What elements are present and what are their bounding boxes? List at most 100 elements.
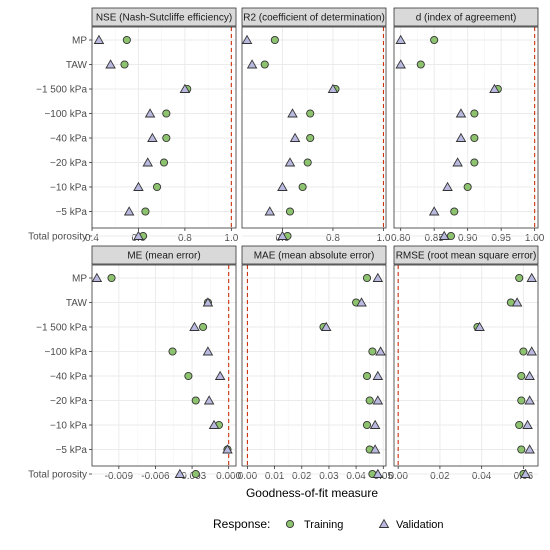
category-label: MP [72,274,87,285]
training-point [470,109,479,118]
legend-validation-label: Validation [396,519,444,531]
validation-point [287,108,298,118]
training-point [470,158,479,167]
validation-point [91,272,103,282]
panel-r2: R2 (coefficient of determination)0.60.81… [241,7,391,244]
training-point [306,133,315,143]
validation-point [438,230,450,240]
validation-point [142,157,154,167]
validation-point [489,83,500,93]
panel-border [241,264,387,467]
validation-point [208,419,220,429]
validation-point [133,181,144,191]
training-point [191,469,200,479]
x-tick-label: 0.000 [216,471,241,482]
panel-background [242,27,386,228]
category-label: −100 kPa [44,109,87,120]
panel-background [394,27,538,228]
training-point [470,133,479,143]
legend-title: Response: [213,517,270,531]
panel-title: NSE (Nash-Sutcliffe efficiency) [96,13,232,24]
category-label: −20 kPa [50,396,87,407]
panel-background [394,265,538,466]
category-label: TAW [66,60,88,71]
validation-point [511,297,523,307]
x-tick-label: 0.05 [374,471,394,482]
category-label: −5 kPa [56,445,88,456]
panel-strip [393,245,539,265]
validation-point [524,395,535,405]
x-tick-label: 0.85 [424,233,444,244]
training-point [362,420,372,430]
validation-point [105,59,116,69]
validation-point [369,419,381,429]
panel-strip [393,7,539,27]
training-point [260,60,269,69]
validation-point [147,132,158,142]
category-label: −10 kPa [50,183,87,194]
validation-point [284,157,296,167]
validation-point [123,206,135,216]
category-label: −10 kPa [50,421,87,432]
category-label: −1 500 kPa [36,323,87,334]
training-point [450,207,459,216]
validation-point [214,370,226,380]
panel-title: RMSE (root mean square error) [396,251,537,262]
validation-point [442,181,453,191]
category-label: MP [72,36,87,47]
legend: Response: Training Validation [213,517,444,531]
validation-point [202,297,214,307]
x-tick-label: 0.04 [472,471,492,482]
validation-point [455,132,467,142]
validation-point [264,206,276,216]
validation-point [93,34,105,44]
panel-background [92,265,236,466]
training-point [184,371,193,381]
validation-point [474,321,485,331]
validation-point [524,370,535,380]
validation-point [289,132,301,142]
training-point [107,273,116,283]
x-tick-label: 0.02 [292,471,312,482]
training-point [515,273,524,283]
validation-point [375,346,386,356]
validation-point [526,272,538,282]
validation-point [144,108,156,118]
training-point [168,347,177,356]
panels-layer: NSE (Nash-Sutcliffe efficiency)0.40.60.8… [28,7,545,482]
validation-point [428,206,440,216]
validation-point [372,272,384,282]
category-label: Total porosity [28,232,87,243]
x-tick-label: 0.01 [265,471,285,482]
validation-point [395,34,406,44]
validation-point [277,230,288,240]
training-point [519,347,528,356]
x-tick-label: -0.006 [141,471,170,482]
panel-background [92,27,236,228]
training-point [270,35,279,45]
validation-point [372,468,384,478]
legend-validation-marker [378,518,390,528]
panel-strip [91,245,237,265]
training-point [517,396,526,405]
training-point [285,207,295,216]
training-point [416,60,425,69]
training-point [152,182,162,192]
validation-point [241,34,253,44]
validation-point [174,468,186,478]
training-point [199,322,208,332]
training-point [120,60,129,69]
validation-point [246,59,258,69]
x-tick-label: 0.00 [238,471,258,482]
training-point [303,158,312,167]
training-point [122,35,131,45]
x-tick-label: -0.003 [178,471,207,482]
training-point [362,273,372,283]
training-point [298,182,307,192]
panel-title: R2 (coefficient of determination) [243,13,385,24]
training-point [162,109,171,118]
panel-border [91,26,237,229]
panel-border [393,264,539,467]
validation-point [277,181,288,191]
training-point [463,182,472,192]
